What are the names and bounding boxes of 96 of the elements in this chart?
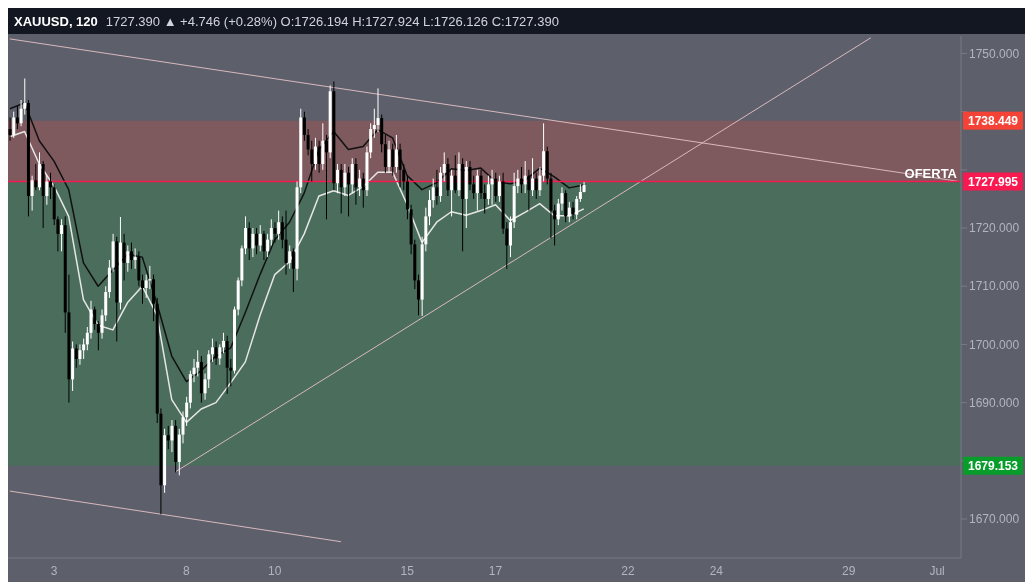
text: 1727.995 [967, 175, 1019, 190]
candlestick [60, 218, 64, 252]
line-series [9, 102, 585, 383]
candlestick [277, 210, 281, 241]
candlestick [96, 320, 100, 351]
candlestick [210, 338, 214, 363]
y-tick-label: 1720.000 [969, 221, 1020, 236]
candlestick [394, 134, 398, 174]
candlestick [527, 169, 531, 212]
candlestick [450, 169, 454, 217]
candlestick [34, 163, 38, 191]
candlestick [523, 160, 527, 194]
candlestick [439, 166, 443, 203]
candlestick [428, 189, 432, 226]
candlestick [288, 245, 292, 270]
candlestick [78, 343, 82, 366]
candlestick [313, 137, 317, 171]
candlestick [8, 116, 12, 142]
candlestick [89, 300, 93, 340]
candlestick [497, 175, 501, 203]
y-tick-label: 1700.000 [969, 337, 1020, 352]
candlestick [564, 189, 568, 223]
candlestick [218, 343, 222, 366]
y-tick-label: 1670.000 [969, 512, 1020, 527]
candlestick [255, 227, 259, 255]
candlestick [137, 250, 141, 287]
candlestick [534, 172, 538, 200]
y-tick-label: 1710.000 [969, 279, 1020, 294]
candlestick [571, 201, 575, 220]
candlestick [567, 201, 571, 223]
candlestick [214, 341, 218, 366]
x-tick-label: 15 [400, 563, 415, 578]
candlestick [269, 218, 273, 246]
candlestick [273, 221, 277, 244]
candlestick [350, 157, 354, 194]
candlestick [358, 169, 362, 197]
ref-line-label: OFERTA [904, 165, 958, 181]
candlestick [339, 163, 343, 214]
candlestick [126, 245, 130, 273]
candlestick [475, 169, 479, 212]
candlestick [258, 224, 262, 252]
candlestick [336, 163, 340, 194]
candlestick [30, 175, 34, 212]
candlestick [262, 230, 266, 261]
candlestick [376, 87, 380, 133]
candlestick [133, 247, 137, 270]
candlestick [383, 134, 387, 174]
candlestick [575, 195, 579, 220]
candlestick [15, 105, 19, 130]
x-tick-label: 29 [842, 563, 856, 578]
candlestick [93, 306, 97, 331]
x-tick-label: 24 [709, 563, 724, 578]
candlestick [266, 233, 270, 258]
candlestick [12, 111, 16, 139]
candlestick [221, 332, 225, 354]
candlestick [166, 425, 170, 450]
x-tick-label: 3 [50, 563, 58, 578]
candlestick [74, 343, 78, 369]
candlestick [442, 151, 446, 182]
x-tick-label: Jul [929, 563, 945, 578]
candlestick [49, 172, 53, 200]
candlestick [391, 143, 395, 177]
candlestick [324, 134, 328, 220]
candlestick [284, 210, 288, 276]
candlestick [494, 172, 498, 203]
candlestick [453, 154, 457, 194]
candlestick [45, 175, 49, 206]
candlestick [170, 419, 174, 453]
candlestick [468, 160, 472, 191]
chart-title: XAUUSD, 120 [14, 13, 98, 29]
candlestick [361, 172, 365, 209]
candlestick [431, 178, 435, 209]
candlestick [321, 122, 325, 171]
band-label: 1738.449 [967, 114, 1019, 129]
x-tick-label: 22 [621, 563, 635, 578]
candlestick [129, 242, 133, 270]
candlestick [354, 157, 358, 206]
candlestick [435, 169, 439, 206]
band-label: 1679.153 [967, 459, 1019, 474]
candlestick [251, 227, 255, 258]
candlestick [398, 143, 402, 188]
x-tick-label: 8 [183, 563, 191, 578]
candlestick [141, 274, 145, 305]
x-tick-label: 17 [488, 563, 503, 578]
candlestick [343, 163, 347, 197]
candlestick [531, 157, 535, 197]
candlestick [247, 221, 251, 261]
chart-subtitle: 1727.390 ▲ +4.746 (+0.28%) O:1726.194 H:1727.924 L:1726.126 C:1727.390 [105, 13, 559, 29]
x-tick-label: 10 [268, 563, 282, 578]
candlestick [122, 233, 126, 281]
candlestick [347, 166, 351, 217]
candlestick [387, 140, 391, 174]
candlestick [317, 140, 321, 174]
candlestick [416, 274, 420, 316]
y-tick-label: 1750.000 [969, 46, 1020, 61]
y-tick-label: 1690.000 [969, 395, 1020, 410]
